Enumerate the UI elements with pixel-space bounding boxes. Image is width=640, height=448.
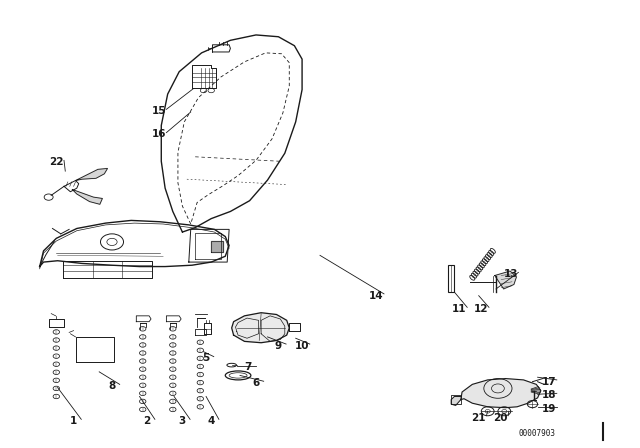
Text: 3: 3 — [179, 416, 186, 426]
Polygon shape — [461, 379, 541, 408]
Text: 2: 2 — [143, 416, 151, 426]
Text: 19: 19 — [542, 404, 556, 414]
Text: 5: 5 — [202, 353, 210, 363]
Polygon shape — [211, 241, 223, 252]
Polygon shape — [495, 271, 516, 289]
Polygon shape — [451, 396, 461, 405]
Text: 18: 18 — [542, 390, 556, 400]
Polygon shape — [72, 190, 102, 204]
Polygon shape — [232, 313, 289, 343]
Text: 10: 10 — [295, 341, 309, 351]
Text: 9: 9 — [275, 341, 282, 351]
Text: 00007903: 00007903 — [518, 429, 556, 438]
Text: 8: 8 — [108, 381, 116, 391]
Text: 13: 13 — [504, 269, 518, 279]
Bar — [448, 265, 454, 292]
Text: 14: 14 — [369, 291, 383, 301]
Text: 15: 15 — [152, 106, 166, 116]
Text: 4: 4 — [207, 416, 215, 426]
Text: 17: 17 — [542, 377, 556, 387]
Text: 22: 22 — [49, 157, 63, 167]
Text: 12: 12 — [474, 304, 488, 314]
Text: 11: 11 — [452, 304, 467, 314]
Text: 20: 20 — [493, 413, 508, 422]
Text: 21: 21 — [472, 413, 486, 422]
Text: 1: 1 — [70, 416, 77, 426]
Text: 7: 7 — [244, 362, 252, 372]
Text: 6: 6 — [252, 378, 260, 388]
Polygon shape — [76, 168, 108, 181]
Text: 16: 16 — [152, 129, 166, 139]
